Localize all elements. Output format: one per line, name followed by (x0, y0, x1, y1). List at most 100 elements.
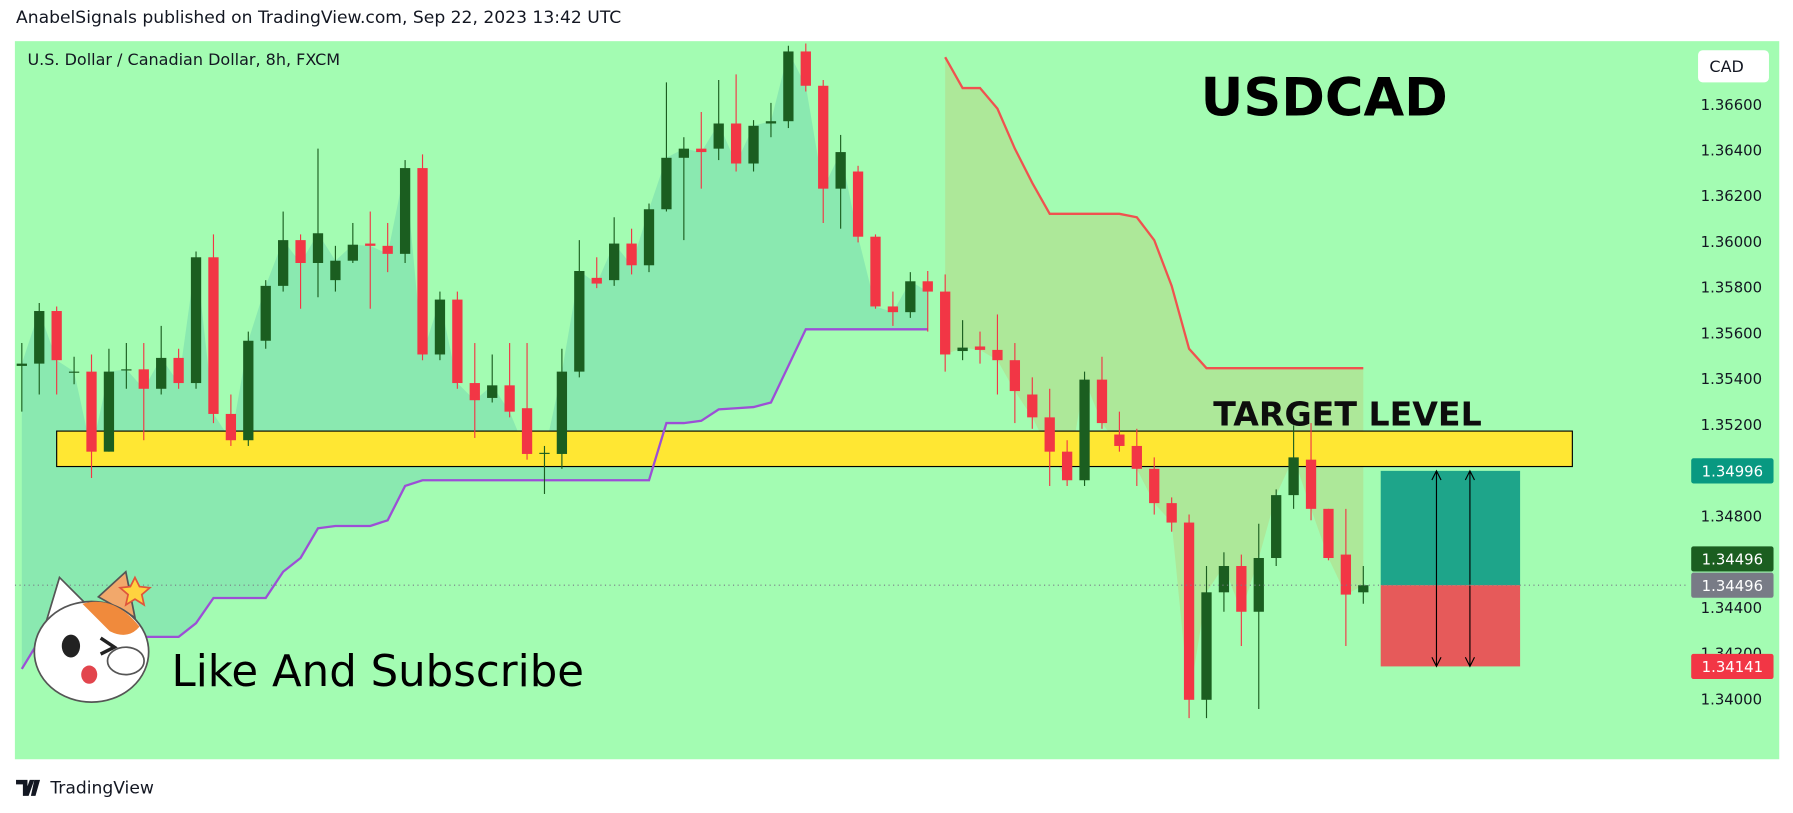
candle-body (1061, 451, 1073, 481)
candle-body (16, 363, 27, 366)
candle-body (835, 152, 846, 189)
currency-box[interactable] (1698, 50, 1769, 83)
candle-body (1323, 508, 1334, 559)
candle-body (452, 299, 463, 384)
candle-body (940, 291, 951, 355)
cat-star (118, 575, 152, 607)
candle-body (295, 240, 306, 263)
candle-body (574, 271, 585, 372)
candle-body (434, 299, 446, 355)
header: AnabelSignals published on TradingView.c… (16, 8, 621, 28)
candle-body (696, 148, 707, 153)
price-axis: 1.340001.342001.344001.346001.348001.350… (1691, 96, 1774, 708)
candle-body (1236, 566, 1247, 612)
candle-body (330, 260, 341, 281)
candle-body (626, 243, 637, 266)
candle-body (852, 171, 864, 237)
candle-body (173, 357, 184, 384)
indicator-line (944, 56, 1364, 370)
candle-body (591, 277, 602, 284)
chart-title: USDCAD (1201, 67, 1448, 128)
candle-body (365, 243, 376, 246)
position-profit (1380, 470, 1521, 586)
candle-body (1253, 558, 1264, 612)
candle-body (312, 233, 324, 263)
candle-body (539, 452, 550, 454)
candle-body (1218, 566, 1230, 593)
candle-body (278, 240, 289, 286)
y-tick-label: 1.34000 (1701, 690, 1762, 708)
candle-body (818, 85, 829, 189)
candle-body (34, 311, 45, 364)
y-tick-label: 1.35600 (1701, 324, 1762, 342)
price-badge (1691, 458, 1774, 484)
candle-body (905, 281, 916, 313)
currency-label[interactable]: CAD (1709, 57, 1743, 76)
candle-body (992, 349, 1003, 361)
plot-area: 2113:0028Sep61113:001813:002513:00Oct (14, 43, 1687, 719)
y-tick-label: 1.36200 (1701, 187, 1762, 205)
cat-eye (99, 636, 118, 656)
candle-body (51, 311, 62, 361)
candle-body (208, 257, 219, 414)
candle-body (86, 371, 97, 452)
cat-sticker (33, 570, 152, 703)
candle-body (748, 125, 759, 164)
candle-body (1044, 417, 1055, 452)
candle-body (103, 371, 115, 452)
candle-body (190, 257, 202, 384)
price-badge (1691, 546, 1774, 572)
cat-mouth (81, 665, 98, 684)
candle-body (504, 385, 515, 412)
candle-body (730, 123, 742, 164)
candle-body (713, 123, 724, 149)
candle-body (1079, 379, 1090, 481)
candle-body (1288, 457, 1299, 496)
measure-arrow (1464, 469, 1476, 668)
price-badge-label: 1.34141 (1702, 658, 1763, 676)
candle-body (556, 371, 568, 454)
cat-paw (106, 646, 145, 676)
candle-body (156, 357, 167, 389)
cat-patch (82, 601, 140, 635)
candle-body (922, 281, 933, 292)
y-tick-label: 1.35400 (1701, 370, 1762, 388)
cat-eye (61, 634, 81, 658)
y-tick-label: 1.36400 (1701, 142, 1762, 160)
candle-body (661, 157, 672, 210)
candle-body (783, 51, 794, 122)
annotation: TARGET LEVEL (1213, 394, 1481, 433)
candle-body (138, 369, 149, 389)
candle-body (800, 51, 811, 86)
annotation: Like And Subscribe (172, 647, 584, 697)
candle-body (260, 285, 271, 341)
y-tick-label: 1.34400 (1701, 599, 1762, 617)
candle-body (399, 168, 411, 254)
candle-body (957, 347, 968, 352)
y-tick-label: 1.34800 (1701, 507, 1762, 525)
trend-fill (21, 51, 928, 669)
y-tick-label: 1.36000 (1701, 233, 1762, 251)
candle-body (765, 121, 777, 124)
candle-body (1183, 522, 1195, 700)
candle-body (1358, 585, 1369, 593)
candle-body (68, 371, 80, 373)
candle-body (225, 413, 237, 441)
candle-body (1027, 394, 1038, 418)
candle-body (870, 236, 881, 307)
y-tick-label: 1.36600 (1701, 96, 1762, 114)
candle-body (1305, 459, 1317, 509)
price-badge (1691, 572, 1774, 598)
indicator-line (20, 328, 928, 670)
candle-body (417, 168, 428, 355)
candle-body (974, 346, 986, 350)
symbol-label: U.S. Dollar / Canadian Dollar, 8h, FXCM (27, 50, 340, 69)
price-badge-label: 1.34996 (1702, 463, 1763, 481)
candle-body (1201, 592, 1212, 700)
candle-body (1131, 445, 1142, 469)
candle-body (1271, 495, 1282, 559)
candle-body (382, 245, 393, 254)
candle-body (887, 306, 899, 313)
